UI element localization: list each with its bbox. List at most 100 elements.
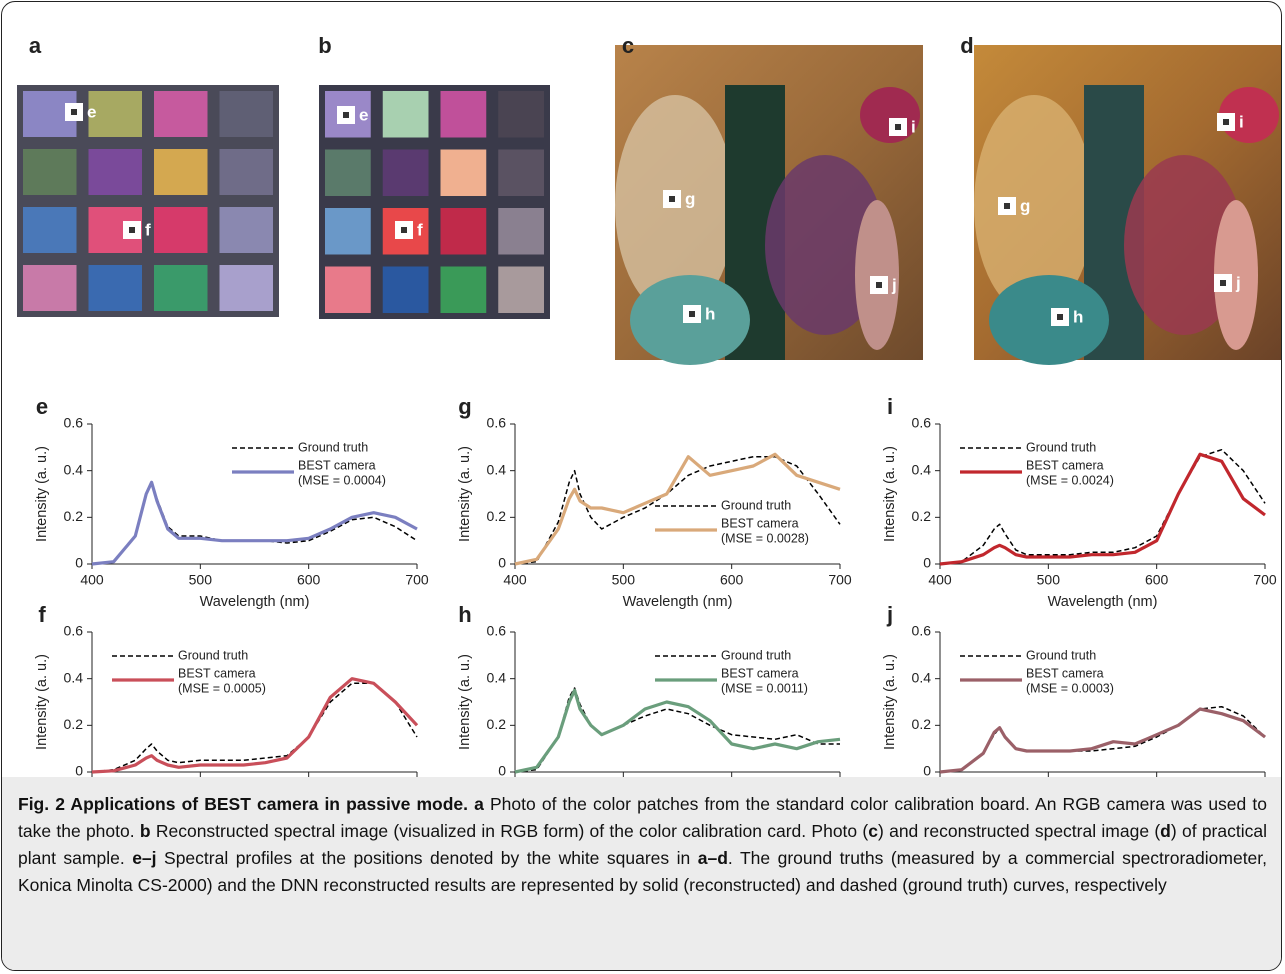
color-patch bbox=[154, 149, 208, 195]
y-tick-label: 0.6 bbox=[64, 415, 84, 431]
y-axis-label: Intensity (a. u.) bbox=[882, 654, 898, 750]
position-marker-center bbox=[895, 124, 901, 130]
x-tick-label: 400 bbox=[928, 572, 952, 588]
legend-note: (MSE = 0.0004) bbox=[298, 473, 386, 487]
panel-letter: a bbox=[29, 33, 42, 58]
legend-label: BEST camera bbox=[1026, 666, 1104, 680]
caption-text: Reconstructed spectral image (visualized… bbox=[151, 821, 869, 841]
color-patch bbox=[498, 208, 544, 255]
caption-text: e–j bbox=[132, 848, 156, 868]
x-axis-label: Wavelength (nm) bbox=[200, 594, 310, 610]
legend-note: (MSE = 0.0005) bbox=[178, 681, 266, 695]
color-patch bbox=[325, 150, 371, 197]
color-patch bbox=[441, 267, 487, 314]
color-patch bbox=[325, 267, 371, 314]
panel-letter: c bbox=[622, 33, 634, 58]
chart-letter: i bbox=[887, 394, 893, 419]
color-patch bbox=[498, 91, 544, 138]
color-patch bbox=[383, 150, 429, 197]
marker-label: f bbox=[417, 220, 423, 239]
color-patch bbox=[220, 265, 274, 311]
position-marker-center bbox=[876, 282, 882, 288]
figure: aefbefcigjhdigjh 00.20.40.6400500600700W… bbox=[1, 1, 1282, 971]
color-patch bbox=[220, 91, 274, 137]
position-marker-center bbox=[343, 112, 349, 118]
x-tick-label: 600 bbox=[297, 572, 321, 588]
x-tick-label: 500 bbox=[612, 572, 636, 588]
color-patch bbox=[23, 149, 77, 195]
caption-text: ) and reconstructed spectral image ( bbox=[878, 821, 1160, 841]
color-patch bbox=[23, 207, 77, 253]
y-tick-label: 0.4 bbox=[487, 461, 507, 477]
y-tick-label: 0.6 bbox=[912, 623, 932, 639]
position-marker-center bbox=[129, 227, 135, 233]
y-tick-label: 0.4 bbox=[64, 461, 84, 477]
legend-label: Ground truth bbox=[721, 498, 791, 512]
legend-label: BEST camera bbox=[298, 458, 376, 472]
x-tick-label: 400 bbox=[503, 572, 527, 588]
legend-label: BEST camera bbox=[721, 516, 799, 530]
x-axis-label: Wavelength (nm) bbox=[623, 594, 733, 610]
legend-note: (MSE = 0.0024) bbox=[1026, 473, 1114, 487]
color-patch bbox=[441, 91, 487, 138]
color-patch bbox=[220, 149, 274, 195]
images: aefbefcigjhdigjh bbox=[17, 33, 1282, 365]
color-patch bbox=[89, 265, 143, 311]
chart-letter: g bbox=[458, 394, 471, 419]
y-tick-label: 0 bbox=[75, 555, 83, 571]
marker-label: h bbox=[1073, 307, 1083, 326]
x-tick-label: 700 bbox=[405, 572, 429, 588]
color-patch bbox=[441, 208, 487, 255]
x-tick-label: 400 bbox=[80, 572, 104, 588]
y-tick-label: 0.2 bbox=[912, 716, 932, 732]
caption: Fig. 2 Applications of BEST camera in pa… bbox=[2, 777, 1282, 971]
y-tick-label: 0.4 bbox=[487, 669, 507, 685]
series-line bbox=[515, 688, 840, 772]
caption-text: c bbox=[868, 821, 878, 841]
chart-letter: j bbox=[886, 602, 893, 627]
caption-text: Spectral profiles at the positions denot… bbox=[157, 848, 698, 868]
position-marker-center bbox=[1057, 314, 1063, 320]
marker-label: j bbox=[1235, 273, 1241, 292]
color-patch bbox=[154, 265, 208, 311]
y-tick-label: 0 bbox=[498, 763, 506, 777]
color-patch bbox=[154, 207, 208, 253]
color-patch bbox=[89, 149, 143, 195]
x-tick-label: 700 bbox=[1253, 572, 1277, 588]
series-line bbox=[92, 482, 417, 564]
series-line bbox=[515, 690, 840, 772]
legend-label: BEST camera bbox=[721, 666, 799, 680]
legend-note: (MSE = 0.0028) bbox=[721, 531, 809, 545]
y-axis-label: Intensity (a. u.) bbox=[882, 446, 898, 542]
legend-label: Ground truth bbox=[298, 440, 368, 454]
marker-label: e bbox=[87, 102, 96, 121]
position-marker-center bbox=[1223, 119, 1229, 125]
y-tick-label: 0.6 bbox=[912, 415, 932, 431]
y-tick-label: 0.2 bbox=[64, 716, 84, 732]
y-tick-label: 0 bbox=[923, 555, 931, 571]
y-axis-label: Intensity (a. u.) bbox=[34, 446, 50, 542]
y-tick-label: 0.4 bbox=[912, 461, 932, 477]
y-tick-label: 0 bbox=[75, 763, 83, 777]
color-patch bbox=[23, 265, 77, 311]
caption-text: d bbox=[1160, 821, 1171, 841]
marker-label: j bbox=[891, 275, 897, 294]
chart-letter: h bbox=[458, 602, 471, 627]
series-line bbox=[92, 683, 417, 772]
y-tick-label: 0.2 bbox=[64, 508, 84, 524]
marker-label: h bbox=[705, 304, 715, 323]
y-tick-label: 0.6 bbox=[487, 623, 507, 639]
marker-label: g bbox=[1020, 196, 1030, 215]
x-tick-label: 700 bbox=[828, 572, 852, 588]
legend-label: Ground truth bbox=[1026, 440, 1096, 454]
chart-letter: f bbox=[38, 602, 46, 627]
y-tick-label: 0 bbox=[498, 555, 506, 571]
legend-label: Ground truth bbox=[721, 648, 791, 662]
x-axis-label: Wavelength (nm) bbox=[1048, 594, 1158, 610]
series-line bbox=[940, 709, 1265, 772]
caption-text: a–d bbox=[698, 848, 728, 868]
legend-note: (MSE = 0.0011) bbox=[721, 681, 808, 695]
marker-label: f bbox=[145, 220, 151, 239]
y-tick-label: 0.6 bbox=[64, 623, 84, 639]
